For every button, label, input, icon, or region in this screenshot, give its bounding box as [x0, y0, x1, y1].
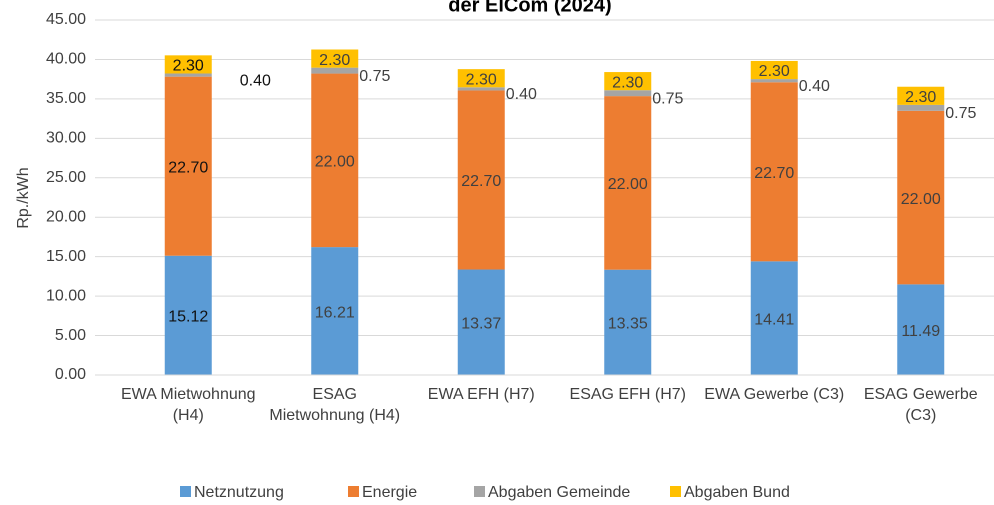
- legend-swatch: [670, 486, 681, 497]
- bar-segment: [311, 73, 359, 248]
- legend-swatch: [474, 486, 485, 497]
- bar-segment: [311, 247, 359, 375]
- x-tick-label: EWA Gewerbe (C3): [704, 386, 845, 403]
- bar-segment: [897, 86, 945, 105]
- data-label: 2.30: [466, 71, 497, 88]
- bar-segment: [604, 96, 652, 270]
- data-label: 11.49: [901, 323, 940, 340]
- bar-segment: [164, 76, 212, 256]
- data-label: 16.21: [315, 304, 355, 321]
- bar-segment: [897, 110, 945, 285]
- x-tick-label: ESAG EFH (H7): [569, 386, 686, 403]
- bar-segment: [604, 269, 652, 375]
- bar-segment: [164, 55, 212, 74]
- data-label: 2.30: [173, 58, 204, 75]
- y-tick-label: 20.00: [46, 208, 86, 225]
- bar-segment: [897, 104, 945, 111]
- data-label: 0.75: [945, 105, 976, 122]
- bar-segment: [897, 284, 945, 375]
- y-tick-label: 15.00: [46, 248, 86, 265]
- data-label: 0.40: [799, 78, 830, 95]
- data-label: 22.70: [168, 159, 208, 176]
- y-tick-label: 30.00: [46, 130, 86, 147]
- x-tick-label: ESAG Mietwohnung (H4): [269, 386, 401, 424]
- bar-segment: [750, 82, 798, 262]
- legend-label: Netznutzung: [194, 484, 284, 501]
- data-label: 15.12: [168, 309, 208, 326]
- bar-segment: [750, 79, 798, 83]
- data-label: 2.30: [905, 89, 936, 106]
- y-axis-label: Rp./kWh: [15, 167, 32, 228]
- data-label: 22.00: [608, 176, 648, 193]
- y-tick-label: 45.00: [46, 11, 86, 28]
- bar-segment: [164, 73, 212, 77]
- bar-segment: [164, 255, 212, 375]
- bar-segment: [750, 60, 798, 80]
- data-label: 13.35: [608, 316, 648, 333]
- y-tick-label: 0.00: [55, 366, 86, 383]
- legend-label: Abgaben Gemeinde: [488, 484, 630, 501]
- data-label: 22.70: [754, 165, 794, 182]
- y-tick-label: 35.00: [46, 90, 86, 107]
- legend-swatch: [180, 486, 191, 497]
- data-label: 0.75: [652, 90, 683, 107]
- bar-segment: [457, 269, 505, 375]
- bar-segment: [604, 90, 652, 97]
- data-label: 2.30: [759, 63, 790, 80]
- bar-segment: [311, 67, 359, 74]
- x-tick-label: ESAG Gewerbe (C3): [863, 386, 978, 424]
- data-label: 2.30: [612, 74, 643, 91]
- x-tick-label: EWA EFH (H7): [427, 386, 535, 403]
- legend-label: Abgaben Bund: [684, 484, 790, 501]
- data-label: 22.00: [315, 154, 355, 171]
- data-label: 0.40: [506, 86, 537, 103]
- data-label: 22.70: [461, 173, 501, 190]
- y-tick-label: 25.00: [46, 169, 86, 186]
- y-tick-label: 5.00: [55, 327, 86, 344]
- bar-segment: [457, 90, 505, 270]
- data-label: 14.41: [754, 311, 794, 328]
- bar-segment: [457, 69, 505, 88]
- data-label: 2.30: [319, 52, 350, 69]
- data-label: 0.40: [240, 72, 271, 89]
- legend-label: Energie: [362, 484, 417, 501]
- y-tick-label: 10.00: [46, 287, 86, 304]
- bar-segment: [311, 49, 359, 68]
- bar-segment: [457, 87, 505, 91]
- legend-swatch: [348, 486, 359, 497]
- bar-segment: [750, 261, 798, 375]
- data-label: 13.37: [461, 315, 501, 332]
- chart-title: der ElCom (2024): [448, 0, 611, 16]
- data-label: 22.00: [901, 191, 941, 208]
- data-label: 0.75: [359, 68, 390, 85]
- bar-segment: [604, 72, 652, 91]
- y-tick-label: 40.00: [46, 51, 86, 68]
- x-tick-label: EWA Mietwohnung (H4): [120, 386, 256, 424]
